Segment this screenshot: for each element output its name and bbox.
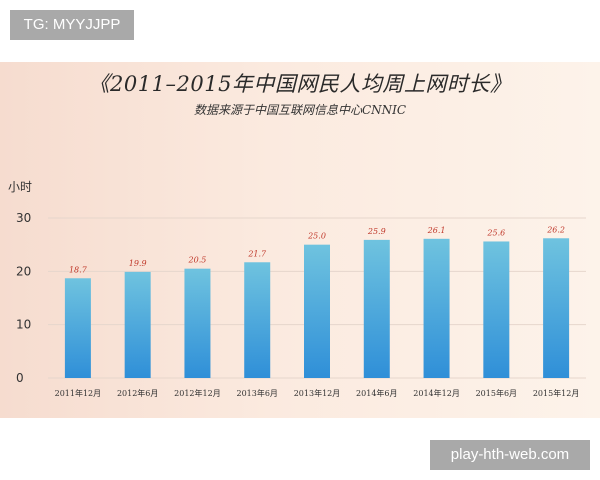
- site-watermark: play-hth-web.com: [430, 440, 590, 470]
- bar: [363, 239, 390, 378]
- bar-value-label: 26.2: [546, 225, 565, 234]
- bar-value-label: 20.5: [188, 256, 207, 265]
- x-tick-label: 2014年6月: [356, 388, 397, 398]
- bar: [64, 278, 91, 378]
- x-tick-label: 2011年12月: [55, 388, 102, 398]
- y-tick-label: 10: [16, 318, 31, 332]
- value-labels: 18.7 19.9 20.5 21.7 25.0 25.9 26.1 25.6 26.2: [69, 225, 565, 274]
- bar-value-label: 25.0: [307, 232, 326, 241]
- bar: [124, 271, 151, 378]
- bar-value-label: 25.6: [486, 228, 505, 237]
- bar-value-label: 18.7: [69, 265, 88, 274]
- y-tick-label: 0: [16, 371, 24, 385]
- bar: [304, 244, 330, 378]
- bar-value-label: 19.9: [129, 259, 147, 268]
- bars: [64, 238, 570, 378]
- y-axis-unit-label: 小时: [8, 180, 33, 194]
- tg-tag-badge: TG: MYYJJPP: [10, 10, 134, 40]
- x-tick-label: 2012年12月: [174, 388, 221, 398]
- bar-value-label: 21.7: [247, 249, 267, 258]
- bar-value-label: 26.1: [427, 226, 446, 235]
- chart-subtitle: 数据来源于中国互联网信息中心CNNIC: [193, 103, 407, 117]
- bar: [184, 268, 211, 378]
- x-tick-label: 2013年6月: [236, 388, 277, 398]
- bar: [543, 238, 570, 378]
- y-tick-label: 20: [16, 264, 31, 278]
- x-tick-label: 2014年12月: [413, 388, 460, 398]
- x-axis-ticks: 2011年12月 2012年6月 2012年12月 2013年6月 2013年12月 20…: [55, 388, 580, 398]
- bar: [423, 238, 450, 378]
- x-tick-label: 2013年12月: [294, 388, 341, 398]
- y-axis-ticks: 0 10 20 30: [16, 211, 31, 385]
- bar: [483, 241, 510, 378]
- bar: [244, 262, 271, 378]
- y-tick-label: 30: [16, 211, 31, 225]
- bar-value-label: 25.9: [367, 227, 386, 236]
- x-tick-label: 2015年6月: [476, 388, 517, 398]
- x-tick-label: 2012年6月: [117, 388, 158, 398]
- chart-title: 《2011–2015年中国网民人均周上网时长》: [88, 72, 512, 96]
- x-tick-label: 2015年12月: [533, 388, 580, 398]
